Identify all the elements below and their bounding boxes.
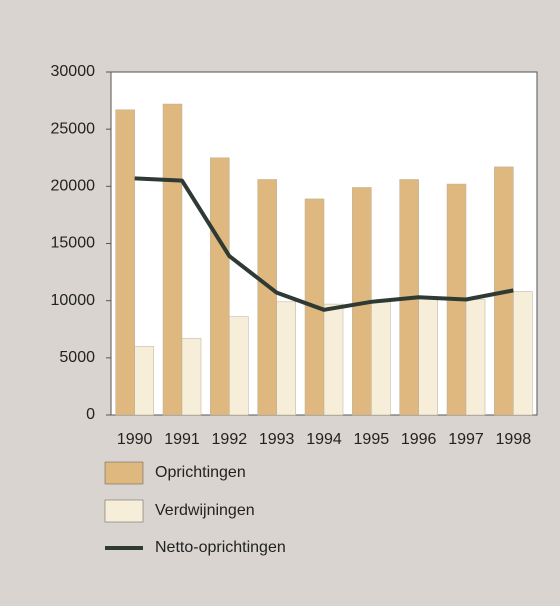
legend-swatch xyxy=(104,499,144,523)
x-tick-label: 1996 xyxy=(401,431,437,448)
x-tick-label: 1993 xyxy=(259,431,295,448)
bar xyxy=(513,291,533,416)
bar xyxy=(115,109,135,416)
bar xyxy=(418,296,438,416)
legend-label: Netto-oprichtingen xyxy=(155,539,286,556)
x-tick-label: 1992 xyxy=(212,431,248,448)
x-tick-label: 1994 xyxy=(306,431,342,448)
bar xyxy=(323,303,344,416)
legend-label: Verdwijningen xyxy=(155,502,255,519)
x-tick-label: 1995 xyxy=(354,431,390,448)
x-tick-label: 1998 xyxy=(496,431,532,448)
y-tick-label: 30000 xyxy=(51,63,96,80)
bar xyxy=(229,316,249,416)
bar xyxy=(162,103,183,416)
bar xyxy=(276,301,296,416)
x-tick-label: 1990 xyxy=(117,431,153,448)
bar xyxy=(181,338,202,416)
line xyxy=(134,176,514,312)
y-tick-label: 0 xyxy=(86,406,95,423)
bar xyxy=(210,157,230,416)
y-tick-label: 15000 xyxy=(51,235,96,252)
legend-swatch xyxy=(104,461,144,485)
y-tick-label: 20000 xyxy=(51,178,96,195)
bar xyxy=(134,346,154,416)
x-tick-label: 1991 xyxy=(164,431,200,448)
bar xyxy=(257,179,277,416)
bar xyxy=(371,300,391,416)
y-tick-label: 5000 xyxy=(59,349,95,366)
y-tick-label: 10000 xyxy=(51,292,96,309)
x-tick-label: 1997 xyxy=(448,431,484,448)
bar xyxy=(465,299,486,416)
legend-label: Oprichtingen xyxy=(155,464,246,481)
y-tick-label: 25000 xyxy=(51,120,96,137)
